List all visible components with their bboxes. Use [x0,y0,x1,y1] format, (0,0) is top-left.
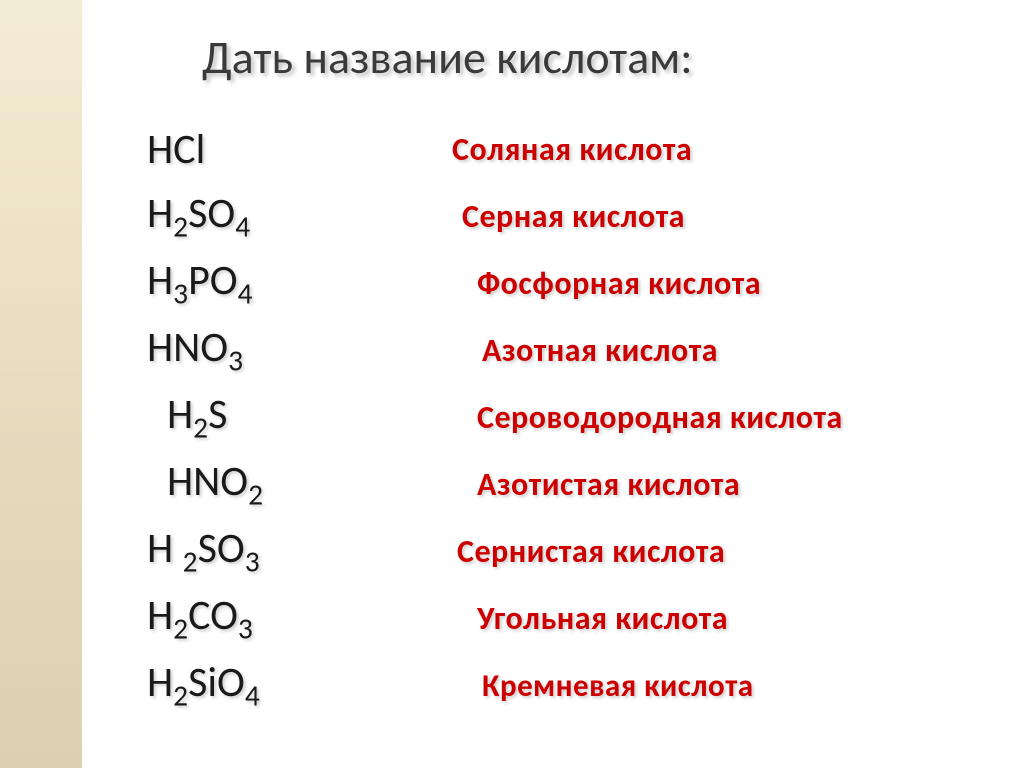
acid-list: HCl Соляная кислота H2SO4 Серная кислота… [142,116,1004,719]
acid-row: H2SiO4 Кремневая кислота [142,652,1004,719]
acid-name: Азотная кислота [422,331,718,370]
acid-name: Серная кислота [422,197,685,236]
acid-formula: H 2SO3 [142,523,422,579]
acid-formula: H2SO4 [142,188,422,244]
acid-name: Сернистая кислота [422,532,725,571]
acid-row: H 2SO3 Сернистая кислота [142,518,1004,585]
acid-row: H2CO3 Угольная кислота [142,585,1004,652]
acid-row: HNO3 Азотная кислота [142,317,1004,384]
acid-name: Азотистая кислота [422,465,740,504]
acid-formula: HCl [142,124,422,175]
acid-name: Кремневая кислота [422,667,754,705]
acid-formula: HNO2 [142,456,422,512]
slide-title: Дать название кислотам: [202,30,1004,86]
acid-name: Угольная кислота [422,599,728,638]
acid-name: Сероводородная кислота [422,398,843,437]
acid-name: Соляная кислота [422,130,692,169]
acid-formula: H2S [142,389,422,445]
acid-row: HCl Соляная кислота [142,116,1004,183]
sidebar-decorative-strip [0,0,82,768]
acid-formula: H3PO4 [142,255,422,311]
acid-row: H2SO4 Серная кислота [142,183,1004,250]
acid-row: H2S Сероводородная кислота [142,384,1004,451]
acid-row: H3PO4 Фосфорная кислота [142,250,1004,317]
acid-name: Фосфорная кислота [422,264,761,303]
acid-formula: H2CO3 [142,590,422,646]
acid-formula: HNO3 [142,322,422,378]
acid-row: HNO2 Азотистая кислота [142,451,1004,518]
slide-content: Дать название кислотам: HCl Соляная кисл… [82,0,1024,768]
acid-formula: H2SiO4 [142,657,422,713]
